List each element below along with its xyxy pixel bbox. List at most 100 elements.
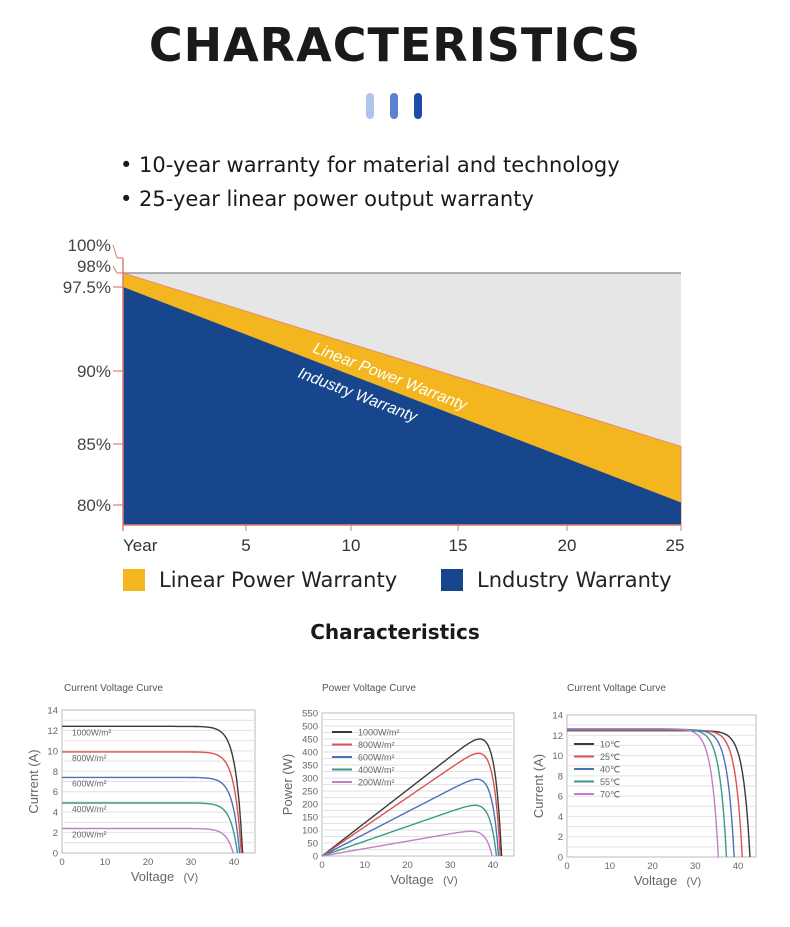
page-title: CHARACTERISTICS xyxy=(148,18,642,72)
legend-label: 400W/m² xyxy=(358,765,395,775)
y-tick-label: 200 xyxy=(302,800,318,811)
x-tick-label: 30 xyxy=(445,860,456,871)
x-tick-label: 10 xyxy=(604,861,615,872)
legend-label: 600W/m² xyxy=(358,753,395,763)
x-tick-label: 20 xyxy=(558,536,577,555)
series-label: 600W/m² xyxy=(72,778,107,788)
x-tick-label: 20 xyxy=(143,857,154,868)
x-tick-label: 10 xyxy=(359,860,370,871)
y-tick-label: 12 xyxy=(552,731,563,742)
y-axis-label: Current (A) xyxy=(531,754,546,818)
legend-label: Linear Power Warranty xyxy=(159,568,398,592)
chart-title: Current Voltage Curve xyxy=(567,683,666,694)
y-tick-label: 98% xyxy=(77,257,111,276)
x-axis-label: Voltage xyxy=(634,873,677,888)
bullet-list: • 10-year warranty for material and tech… xyxy=(120,148,620,216)
x-tick-label: Year xyxy=(123,536,158,555)
x-tick-label: 30 xyxy=(690,861,701,872)
x-tick-label: 10 xyxy=(342,536,361,555)
y-tick-label: 8 xyxy=(558,771,563,782)
legend-label: 1000W/m² xyxy=(358,728,400,738)
series-line xyxy=(567,728,719,858)
x-tick-label: 20 xyxy=(402,860,413,871)
y-tick-label: 50 xyxy=(307,839,318,850)
x-axis-unit: (V) xyxy=(687,876,702,888)
y-tick-leader xyxy=(112,244,118,259)
legend-label: 40℃ xyxy=(600,765,620,775)
y-tick-label: 80% xyxy=(77,496,111,515)
y-axis-label: Current (A) xyxy=(26,749,41,813)
x-tick-label: 0 xyxy=(59,857,64,868)
legend-label: Lndustry Warranty xyxy=(477,568,672,592)
legend-swatch xyxy=(123,569,145,591)
accent-bars xyxy=(366,93,422,119)
series-area-industry xyxy=(123,287,681,525)
x-axis-label: Voltage xyxy=(390,872,433,887)
x-axis-unit: (V) xyxy=(443,875,458,887)
y-tick-label: 550 xyxy=(302,709,318,720)
x-tick-label: 20 xyxy=(647,861,658,872)
y-tick-label: 400 xyxy=(302,748,318,759)
accent-bar xyxy=(414,93,422,119)
series-line xyxy=(321,752,501,857)
series-line xyxy=(62,751,243,854)
bullet-item: • 10-year warranty for material and tech… xyxy=(120,153,620,177)
y-tick-leader xyxy=(112,265,118,274)
legend-label: 55℃ xyxy=(600,777,620,787)
y-tick-label: 250 xyxy=(302,787,318,798)
y-tick-label: 90% xyxy=(77,362,111,381)
y-tick-label: 10 xyxy=(47,746,58,757)
y-tick-label: 300 xyxy=(302,774,318,785)
legend-item-industry: Lndustry Warranty xyxy=(441,568,672,592)
x-tick-label: 30 xyxy=(186,857,197,868)
legend-item-linear: Linear Power Warranty xyxy=(123,568,397,592)
x-tick-label: 0 xyxy=(319,860,324,871)
x-tick-label: 40 xyxy=(733,861,744,872)
legend-label: 70℃ xyxy=(600,790,620,800)
series-line xyxy=(62,827,234,854)
series-line xyxy=(321,830,493,857)
y-tick-label: 14 xyxy=(47,706,58,717)
y-tick-label: 350 xyxy=(302,761,318,772)
x-axis-label: Voltage xyxy=(131,869,174,884)
legend-swatch xyxy=(441,569,463,591)
series-label: 800W/m² xyxy=(72,753,107,763)
series-label: 200W/m² xyxy=(72,829,107,839)
y-tick-label: 4 xyxy=(558,812,563,823)
y-tick-label: 0 xyxy=(53,849,58,860)
accent-bar xyxy=(366,93,374,119)
x-tick-label: 40 xyxy=(229,857,240,868)
legend-label: 200W/m² xyxy=(358,778,395,788)
x-tick-label: 15 xyxy=(449,536,468,555)
series-line xyxy=(321,738,503,857)
y-tick-label: 500 xyxy=(302,722,318,733)
legend-label: 800W/m² xyxy=(358,740,395,750)
y-tick-label: 100% xyxy=(68,236,111,255)
x-tick-label: 40 xyxy=(488,860,499,871)
y-tick-label: 4 xyxy=(53,808,58,819)
series-line xyxy=(62,725,244,854)
section-subtitle: Characteristics xyxy=(310,620,480,644)
y-tick-label: 0 xyxy=(558,853,563,864)
x-axis-unit: (V) xyxy=(184,872,199,884)
legend-label: 10℃ xyxy=(600,740,620,750)
y-tick-label: 97.5% xyxy=(63,278,111,297)
series-line xyxy=(62,776,241,854)
x-tick-label: 25 xyxy=(666,536,685,555)
series-label: 400W/m² xyxy=(72,804,107,814)
x-tick-label: 0 xyxy=(564,861,569,872)
warranty-chart: 100%98%97.5%90%85%80%Year 5 10 15 20 25Linear… xyxy=(63,236,685,555)
y-tick-label: 14 xyxy=(552,711,563,722)
chart-title: Current Voltage Curve xyxy=(64,683,163,694)
legend-label: 25℃ xyxy=(600,752,620,762)
y-tick-label: 150 xyxy=(302,813,318,824)
x-tick-label: 10 xyxy=(100,857,111,868)
y-tick-label: 2 xyxy=(53,828,58,839)
series-line xyxy=(62,802,239,854)
y-tick-label: 8 xyxy=(53,767,58,778)
y-tick-label: 450 xyxy=(302,735,318,746)
series-line xyxy=(321,804,498,857)
bullet-item: • 25-year linear power output warranty xyxy=(120,187,534,211)
